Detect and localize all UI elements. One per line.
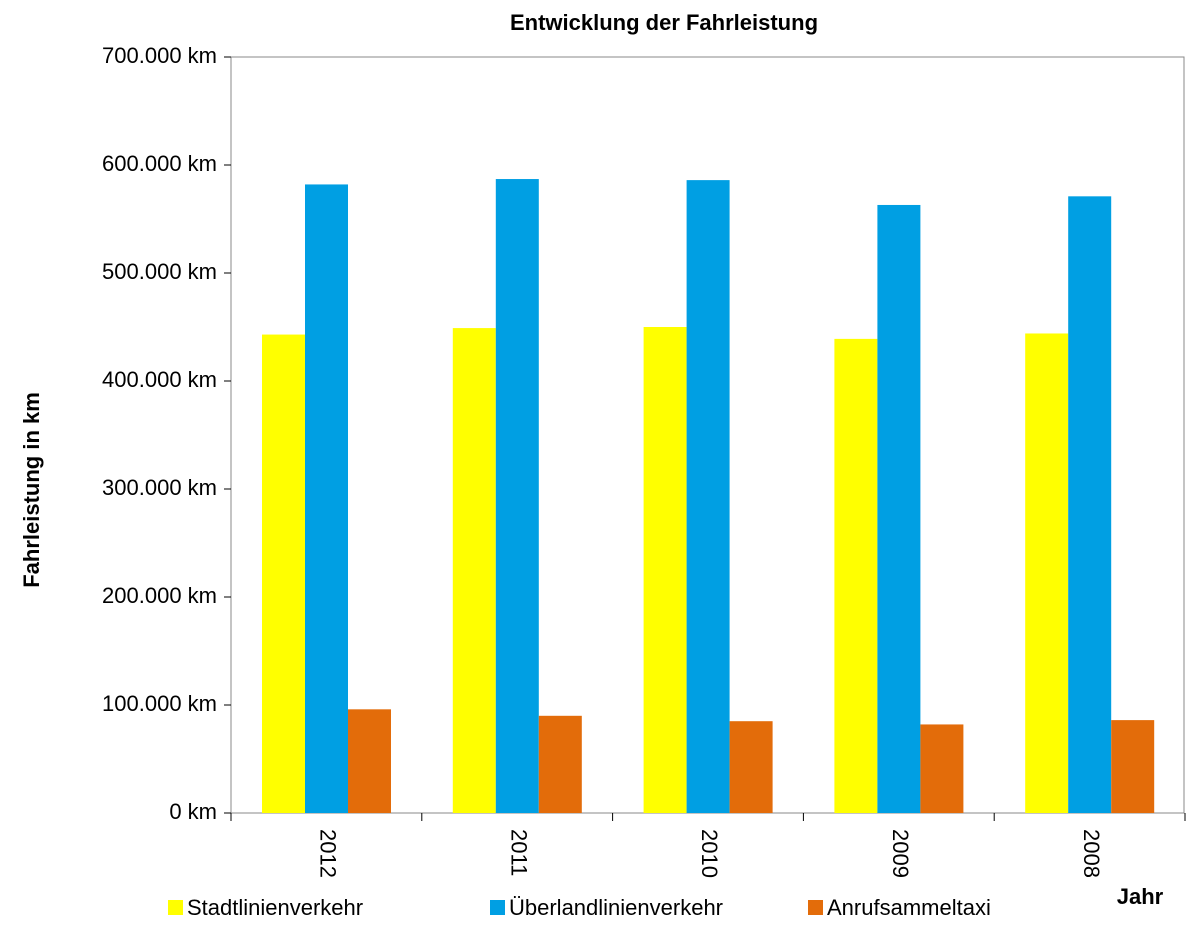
bar xyxy=(495,179,539,814)
x-tick-label: 2008 xyxy=(1079,829,1104,878)
y-tick-label: 400.000 km xyxy=(102,367,217,392)
bar xyxy=(1068,196,1112,813)
legend-swatch xyxy=(490,900,505,915)
y-tick-label: 200.000 km xyxy=(102,583,217,608)
bar xyxy=(452,328,496,813)
bar xyxy=(834,338,878,813)
bar xyxy=(538,715,582,813)
bar xyxy=(877,204,921,813)
x-axis-title: Jahr xyxy=(1117,884,1164,909)
bar xyxy=(348,709,391,813)
y-tick-label: 500.000 km xyxy=(102,259,217,284)
bar xyxy=(920,724,964,813)
y-tick-label: 0 km xyxy=(169,799,217,824)
bar xyxy=(729,721,773,813)
bar xyxy=(1111,720,1155,813)
legend-swatch xyxy=(168,900,183,915)
legend-label: Stadtlinienverkehr xyxy=(187,895,363,920)
y-tick-label: 300.000 km xyxy=(102,475,217,500)
bar xyxy=(1025,333,1069,813)
legend-label: Anrufsammeltaxi xyxy=(827,895,991,920)
x-tick-label: 2009 xyxy=(888,829,913,878)
chart-title: Entwicklung der Fahrleistung xyxy=(510,10,818,35)
bar xyxy=(686,180,730,813)
legend-label: Überlandlinienverkehr xyxy=(509,895,723,920)
y-tick-label: 600.000 km xyxy=(102,151,217,176)
bar xyxy=(305,184,348,813)
y-tick-label: 100.000 km xyxy=(102,691,217,716)
x-tick-label: 2010 xyxy=(697,829,722,878)
y-tick-label: 700.000 km xyxy=(102,43,217,68)
bar xyxy=(643,327,687,813)
bar xyxy=(262,334,305,813)
x-tick-label: 2011 xyxy=(506,829,531,876)
legend-swatch xyxy=(808,900,823,915)
y-axis-title: Fahrleistung in km xyxy=(19,392,44,588)
x-tick-label: 2012 xyxy=(316,829,341,878)
